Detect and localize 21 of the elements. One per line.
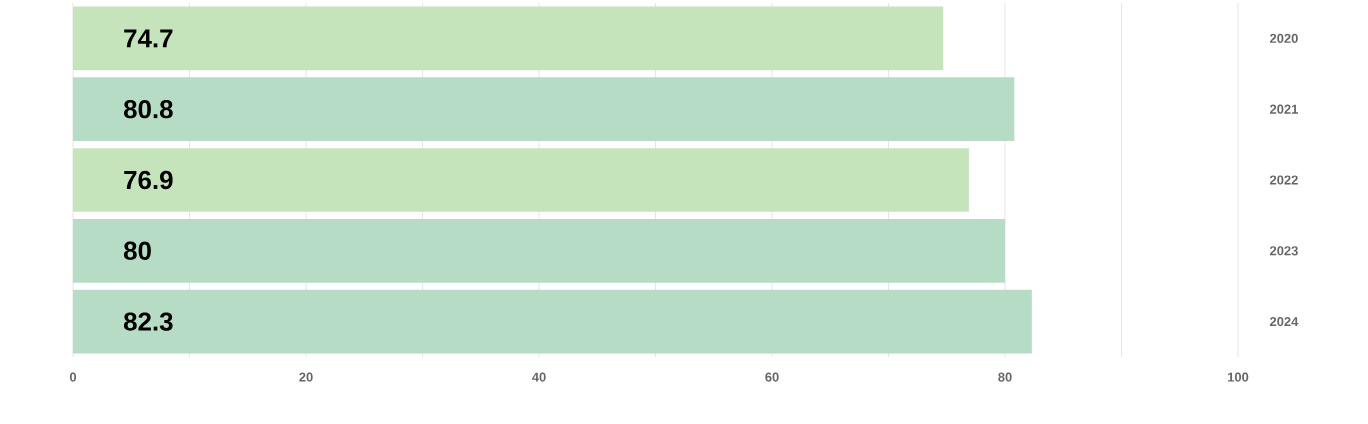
data-label: 80 [123, 241, 151, 260]
bar [73, 289, 1032, 354]
y-tick-label: 2024 [1269, 317, 1299, 327]
data-label: 74.7 [124, 29, 173, 48]
y-tick-label: 2023 [1269, 246, 1298, 256]
data-label: 80.8 [123, 100, 173, 119]
bar [73, 6, 944, 71]
data-label: 82.3 [123, 312, 173, 331]
y-tick-label: 2022 [1269, 175, 1298, 185]
bar [73, 148, 969, 212]
y-tick-label: 2021 [1269, 104, 1298, 114]
x-tick-label: 20 [299, 372, 313, 382]
x-tick-label: 80 [998, 372, 1012, 382]
x-tick-label: 0 [69, 372, 77, 382]
x-tick-label: 60 [765, 372, 779, 382]
data-label: 76.9 [124, 170, 173, 190]
x-tick-label: 40 [532, 372, 546, 382]
x-tick-label: 100 [1228, 372, 1249, 382]
y-tick-label: 2020 [1269, 33, 1298, 43]
bar [73, 218, 1006, 283]
bar [73, 77, 1015, 142]
